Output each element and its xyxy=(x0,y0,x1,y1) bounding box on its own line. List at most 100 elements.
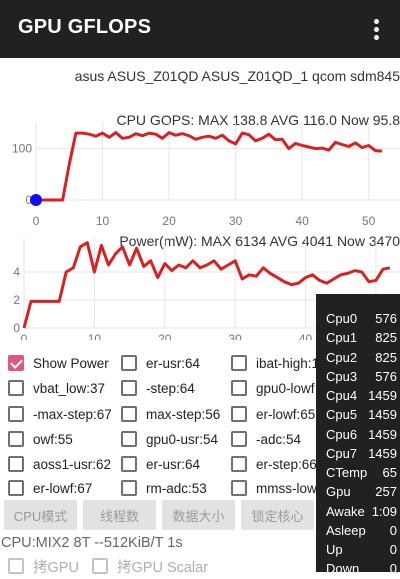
sensor-checkbox-label: owf:55 xyxy=(33,431,73,447)
overlay-stat-value: 1459 xyxy=(368,388,397,403)
sensor-checkbox-label: gpu0-lowf xyxy=(256,380,315,396)
sensor-checkbox-label: -max-step:67 xyxy=(33,406,112,422)
sensor-checkbox-label: vbat_low:37 xyxy=(33,380,106,396)
sensor-checkbox[interactable]: er-lowf:67 xyxy=(8,477,92,499)
overlay-stat-row: Awake 1:09 xyxy=(316,502,400,521)
power-chart-y-tick-label: 2 xyxy=(13,293,20,307)
sensor-checkbox[interactable]: er-lowf:65 xyxy=(231,403,315,425)
checkbox-box[interactable] xyxy=(121,406,137,422)
overlay-stat-key: Up xyxy=(326,542,343,557)
checkbox-box[interactable] xyxy=(231,480,247,496)
overlay-stat-row: Cpu5 1459 xyxy=(316,405,400,424)
gpu-checkbox-label: 拷GPU xyxy=(33,559,79,576)
checkbox-box[interactable] xyxy=(92,558,108,574)
overlay-stat-row: Cpu3 576 xyxy=(316,367,400,386)
checkbox-box[interactable] xyxy=(231,456,247,472)
cpu-mode-button[interactable]: CPU模式 xyxy=(4,500,77,530)
checkbox-box[interactable] xyxy=(8,456,24,472)
sensor-checkbox[interactable]: er-usr:64 xyxy=(121,453,200,475)
cpu-gops-chart: CPU GOPS: MAX 138.8 AVG 116.0 Now 95.8 0… xyxy=(12,112,400,228)
power-chart-series-line xyxy=(22,241,391,329)
overlay-stat-value: 0 xyxy=(389,522,397,538)
sensor-checkbox-label: er-lowf:67 xyxy=(33,480,93,496)
overlay-stat-value: 825 xyxy=(375,349,397,365)
overlay-stat-key: Cpu5 xyxy=(326,407,358,423)
overlay-stat-row: Cpu0 576 xyxy=(316,309,400,328)
sensor-checkbox-label: er-usr:64 xyxy=(146,456,201,472)
sensor-checkbox[interactable]: rm-adc:53 xyxy=(121,477,207,499)
overlay-stat-key: Cpu4 xyxy=(326,388,358,403)
checkbox-box[interactable] xyxy=(231,406,247,422)
overlay-stat-row: Up 0 xyxy=(316,540,400,559)
sensor-checkbox-label: er-lowf:65 xyxy=(256,406,316,422)
checkbox-box[interactable] xyxy=(231,431,247,447)
overlay-stat-key: CTemp xyxy=(326,465,368,480)
sensor-checkbox[interactable]: gpu0-usr:54 xyxy=(121,428,218,450)
checkbox-box[interactable] xyxy=(8,431,24,447)
power-chart-x-tick-label: 0 xyxy=(21,332,28,340)
sensor-checkbox-label: aoss1-usr:62 xyxy=(33,456,112,472)
cpu-chart-x-tick-label: 0 xyxy=(33,214,40,228)
checkbox-box[interactable] xyxy=(8,480,24,496)
checkbox-box[interactable] xyxy=(121,355,137,371)
overlay-stat-value: 1:09 xyxy=(371,503,397,519)
more-vert-icon[interactable] xyxy=(364,16,388,42)
lock-core-button[interactable]: 锁定核心 xyxy=(241,500,314,530)
power-chart-x-tick-label: 40 xyxy=(299,332,313,340)
checkbox-checked-icon[interactable] xyxy=(8,355,24,371)
sensor-checkbox[interactable]: vbat_low:37 xyxy=(8,377,105,399)
overlay-stat-key: Cpu6 xyxy=(326,426,358,442)
sensor-checkbox[interactable]: owf:55 xyxy=(8,428,73,450)
overlay-stat-key: Cpu7 xyxy=(326,445,358,461)
overlay-stat-row: Cpu1 825 xyxy=(316,328,400,347)
overlay-stat-key: Down xyxy=(326,561,360,577)
sensor-checkbox-label: max-step:56 xyxy=(146,406,221,422)
checkbox-box[interactable] xyxy=(121,380,137,396)
checkbox-box[interactable] xyxy=(121,431,137,447)
device-label: asus ASUS_Z01QD ASUS_Z01QD_1 qcom sdm845 xyxy=(74,68,400,84)
overlay-stat-value: 1459 xyxy=(368,426,397,442)
sensor-checkbox[interactable]: -max-step:67 xyxy=(8,403,112,425)
sensor-checkbox[interactable]: aoss1-usr:62 xyxy=(8,453,111,475)
sensor-checkbox[interactable]: er-step:66 xyxy=(231,453,317,475)
gpu-scalar-checkbox[interactable]: 拷GPU Scalar xyxy=(92,555,208,577)
power-chart-y-tick-label: 0 xyxy=(13,321,20,335)
checkbox-box[interactable] xyxy=(121,456,137,472)
power-chart-y-tick-label: 4 xyxy=(13,265,20,279)
data-size-button[interactable]: 数据大小 xyxy=(162,500,235,530)
thread-count-button[interactable]: 线程数 xyxy=(83,500,156,530)
checkbox-box[interactable] xyxy=(8,406,24,422)
power-chart: Power(mW): MAX 6134 AVG 4041 Now 3470 0 1… xyxy=(13,233,400,340)
power-chart-x-tick-label: 30 xyxy=(228,332,242,340)
app-bar: GPU GFLOPS xyxy=(0,0,400,58)
overlay-stat-value: 65 xyxy=(382,465,397,480)
checkbox-box[interactable] xyxy=(231,355,247,371)
sensor-checkbox-label: er-usr:64 xyxy=(146,355,201,371)
overlay-stat-key: Cpu3 xyxy=(326,368,358,384)
overlay-stat-row: Cpu4 1459 xyxy=(316,386,400,405)
sensor-checkbox[interactable]: -adc:54 xyxy=(231,428,301,450)
overlay-stat-key: Cpu1 xyxy=(326,330,358,346)
sensor-checkbox[interactable]: er-usr:64 xyxy=(121,352,200,374)
sensor-checkbox[interactable]: gpu0-lowf xyxy=(231,377,315,399)
checkbox-box[interactable] xyxy=(231,380,247,396)
stats-overlay-panel: Cpu0 576 Cpu1 825 Cpu2 825 Cpu3 576 Cpu4 1459 Cpu5… xyxy=(316,294,400,576)
sensor-checkbox-label: gpu0-usr:54 xyxy=(146,431,219,447)
overlay-stat-row: Cpu6 1459 xyxy=(316,425,400,444)
cpu-chart-x-tick-label: 50 xyxy=(362,214,376,228)
checkbox-box[interactable] xyxy=(121,480,137,496)
checkbox-box[interactable] xyxy=(8,380,24,396)
overlay-stat-row: Down 0 xyxy=(316,559,400,578)
sensor-checkbox-label: mmss-low xyxy=(256,480,317,496)
overlay-stat-row: Cpu2 825 xyxy=(316,348,400,367)
sensor-checkbox[interactable]: ibat-high:1 xyxy=(231,352,319,374)
cpu-chart-x-tick-label: 30 xyxy=(229,214,243,228)
overlay-stat-row: Gpu 257 xyxy=(316,482,400,501)
sensor-checkbox[interactable]: max-step:56 xyxy=(121,403,220,425)
checkbox-box[interactable] xyxy=(8,558,24,574)
overlay-stat-value: 0 xyxy=(389,542,397,557)
sensor-checkbox[interactable]: -step:64 xyxy=(121,377,195,399)
sensor-checkbox[interactable]: mmss-low xyxy=(231,477,317,499)
sensor-checkbox[interactable]: Show Power xyxy=(8,352,109,374)
gpu-checkbox[interactable]: 拷GPU xyxy=(8,555,79,577)
